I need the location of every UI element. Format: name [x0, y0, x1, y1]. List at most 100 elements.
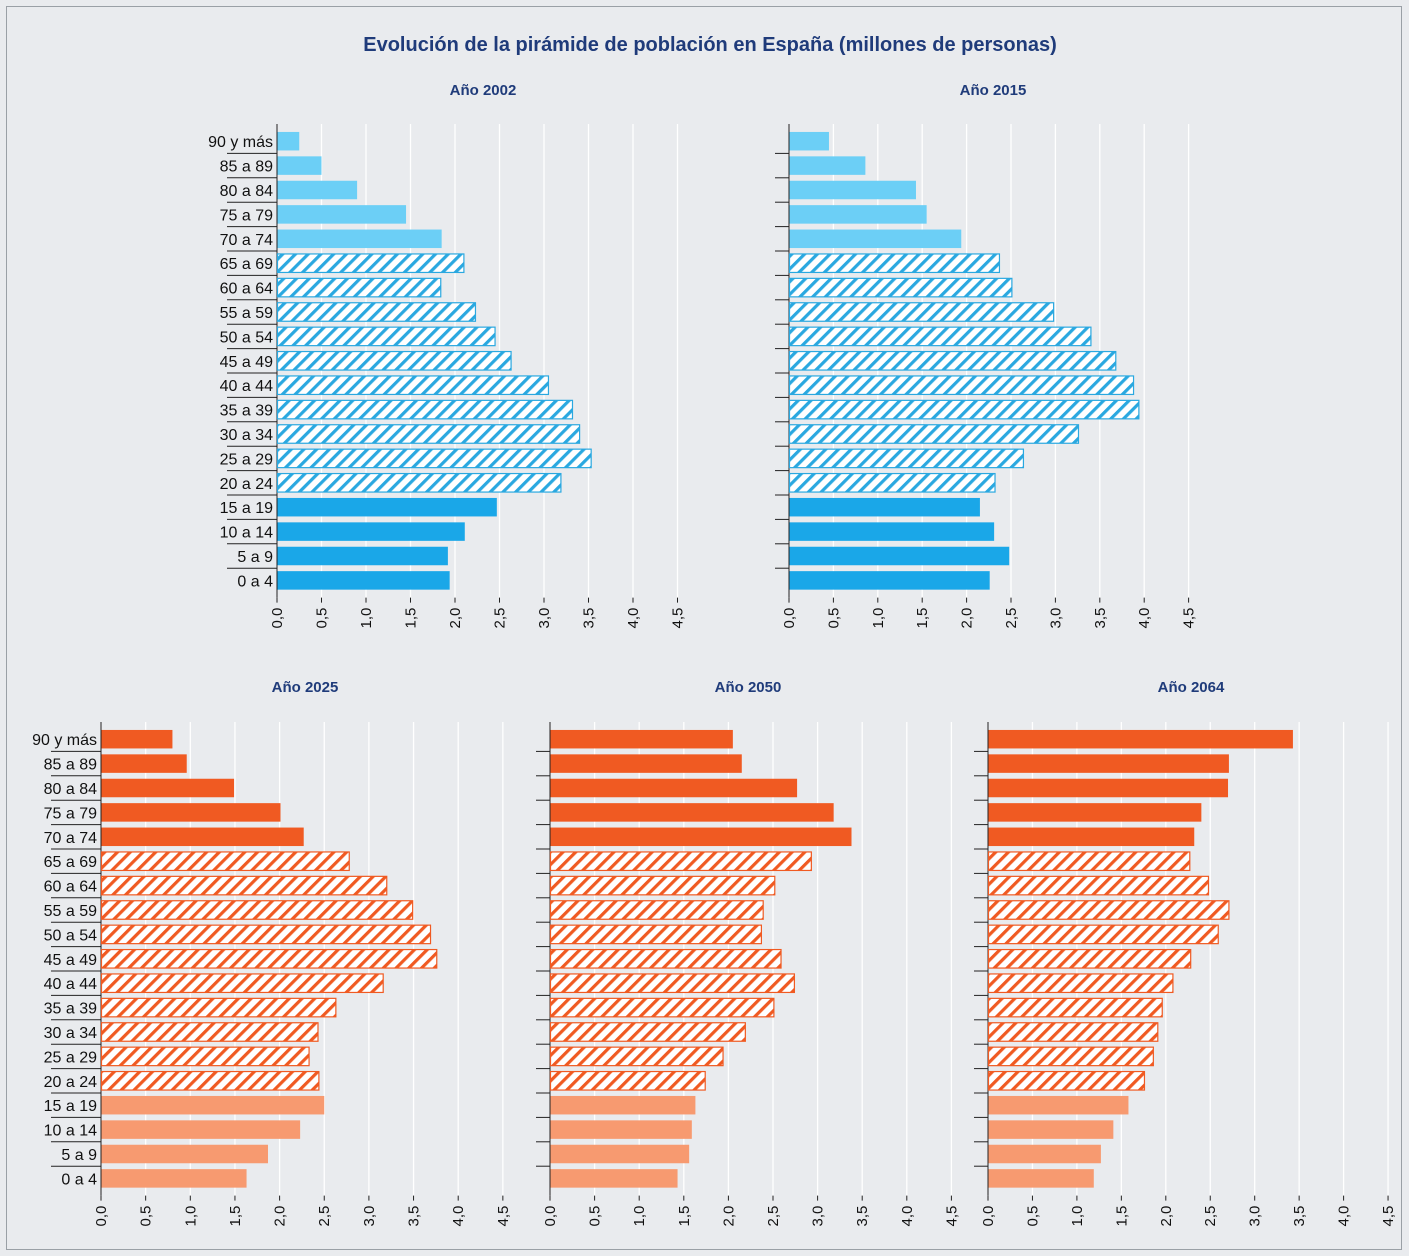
category-label: 35 a 39	[44, 1001, 97, 1018]
x-tick-label: 2,0	[447, 608, 464, 629]
category-label: 5 a 9	[237, 549, 273, 566]
x-tick-label: 1,0	[631, 1206, 648, 1227]
x-tick-label: 1,5	[676, 1206, 693, 1227]
x-tick-label: 1,5	[227, 1206, 244, 1227]
category-label: 5 a 9	[61, 1147, 97, 1164]
bar-14	[788, 448, 1025, 469]
category-label: 15 a 19	[220, 500, 273, 517]
bar-13	[987, 1022, 1159, 1042]
bar-17	[550, 1120, 692, 1139]
x-tick-label: 3,0	[810, 1206, 827, 1227]
bar-19	[789, 571, 990, 590]
x-tick-label: 0,0	[781, 608, 798, 629]
bar-1	[550, 729, 733, 749]
bar-19	[101, 1169, 247, 1188]
bar-18	[789, 546, 1010, 566]
bar-10	[276, 350, 512, 371]
bar-14	[549, 1046, 724, 1067]
panel-4: Año 2050 0,0 0,5 1,0 1,5 2,0 2,5 3,0 3,5 4,0 4,5	[536, 679, 960, 1226]
bar-19	[988, 1169, 1094, 1188]
bar-11	[788, 375, 1135, 396]
category-label: 60 a 64	[220, 281, 273, 298]
x-tick-label: 0,0	[93, 1206, 110, 1227]
x-tick-label: 4,5	[670, 608, 687, 629]
bar-12	[100, 997, 337, 1018]
category-label: 80 a 84	[44, 781, 97, 798]
bar-17	[988, 1120, 1114, 1139]
bar-2	[277, 156, 322, 175]
x-tick-label: 4,5	[943, 1206, 960, 1227]
bar-6	[549, 851, 812, 872]
category-label: 40 a 44	[220, 378, 273, 395]
bar-3	[988, 778, 1229, 798]
x-tick-label: 4,0	[625, 608, 642, 629]
x-tick-label: 2,5	[765, 1206, 782, 1227]
x-tick-label: 4,0	[1136, 608, 1153, 629]
bar-5	[789, 229, 962, 249]
bar-9	[788, 326, 1092, 347]
category-label: 90 y más	[208, 134, 273, 151]
x-tick-label: 3,0	[361, 1206, 378, 1227]
panel-title: Año 2050	[715, 679, 782, 696]
category-label: 65 a 69	[44, 854, 97, 871]
x-tick-label: 1,5	[1113, 1206, 1130, 1227]
bar-11	[549, 973, 796, 994]
category-label: 80 a 84	[220, 183, 273, 200]
x-tick-label: 4,0	[1336, 1206, 1353, 1227]
bar-9	[987, 924, 1219, 945]
x-tick-label: 3,5	[1291, 1206, 1308, 1227]
category-label: 35 a 39	[220, 403, 273, 420]
bar-1	[988, 729, 1293, 749]
bar-2	[988, 754, 1229, 773]
bar-9	[276, 326, 496, 347]
x-tick-label: 1,0	[182, 1206, 199, 1227]
bar-15	[788, 472, 996, 493]
bar-8	[276, 302, 477, 322]
bar-19	[277, 571, 450, 590]
category-label: 10 a 14	[220, 525, 273, 542]
bar-12	[276, 399, 574, 420]
bar-5	[101, 827, 304, 847]
bar-7	[549, 875, 776, 896]
category-label: 70 a 74	[44, 830, 97, 847]
category-label: 45 a 49	[220, 354, 273, 371]
x-tick-label: 4,5	[1380, 1206, 1397, 1227]
category-label: 45 a 49	[44, 952, 97, 969]
x-tick-label: 1,5	[403, 608, 420, 629]
bar-17	[101, 1120, 301, 1139]
bar-18	[101, 1144, 268, 1164]
bar-10	[549, 948, 782, 969]
category-label: 50 a 54	[44, 927, 97, 944]
bar-4	[101, 803, 281, 822]
x-tick-label: 0,0	[980, 1206, 997, 1227]
bar-7	[987, 875, 1210, 896]
bar-14	[100, 1046, 310, 1067]
bar-13	[788, 424, 1080, 444]
x-tick-label: 3,5	[854, 1206, 871, 1227]
bar-6	[987, 851, 1191, 872]
bar-5	[988, 827, 1195, 847]
x-tick-label: 4,0	[450, 1206, 467, 1227]
bar-14	[276, 448, 592, 469]
x-tick-label: 3,5	[1092, 608, 1109, 629]
bar-13	[276, 424, 581, 444]
bar-2	[789, 156, 866, 175]
x-tick-label: 3,5	[406, 1206, 423, 1227]
panel-2: Año 2015 0,0 0,5 1,0 1,5 2,0 2,5 3,0 3,5 4,0 4,5	[775, 82, 1198, 628]
bar-10	[788, 350, 1117, 371]
bar-16	[988, 1095, 1129, 1115]
x-tick-label: 2,5	[492, 608, 509, 629]
x-tick-label: 2,0	[272, 1206, 289, 1227]
category-label: 75 a 79	[44, 805, 97, 822]
x-tick-label: 0,0	[269, 608, 286, 629]
x-tick-label: 2,5	[1202, 1206, 1219, 1227]
bar-4	[550, 803, 834, 822]
bar-10	[100, 948, 438, 969]
x-tick-label: 4,5	[1181, 608, 1198, 629]
panel-title: Año 2002	[450, 82, 517, 99]
bar-19	[550, 1169, 678, 1188]
bar-6	[788, 253, 1001, 274]
x-tick-label: 3,0	[1247, 1206, 1264, 1227]
bar-2	[101, 754, 187, 773]
x-tick-label: 0,5	[587, 1206, 604, 1227]
